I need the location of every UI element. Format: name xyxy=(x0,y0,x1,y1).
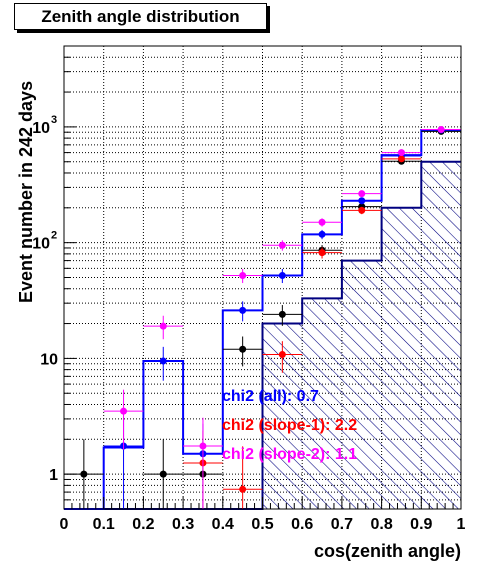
x-axis-title: cos(zenith angle) xyxy=(314,541,461,561)
y-tick-label: 10 xyxy=(32,236,50,253)
x-tick-label: 0.6 xyxy=(291,516,313,533)
histogram-outline xyxy=(64,129,461,510)
data-point xyxy=(397,149,405,157)
hatched-bin xyxy=(381,207,422,509)
data-point xyxy=(120,407,128,415)
chi2-annotation: chi2 (all): 0.7 xyxy=(222,388,319,405)
x-tick-label: 0.4 xyxy=(212,516,234,533)
hatched-bin xyxy=(341,260,382,509)
x-tick-label: 0.3 xyxy=(172,516,194,533)
x-tick-label: 0.1 xyxy=(93,516,115,533)
data-point xyxy=(397,155,405,163)
hatched-bin xyxy=(302,298,342,509)
data-point xyxy=(80,470,88,478)
data-point xyxy=(239,345,247,353)
chi2-annotation: chi2 (slope-2): 1.1 xyxy=(222,446,357,463)
hatched-bin xyxy=(421,161,461,509)
data-point xyxy=(358,197,366,205)
x-tick-label: 0.5 xyxy=(251,516,273,533)
chi2-annotation: chi2 (slope-1): 2.2 xyxy=(222,417,357,434)
data-point xyxy=(159,322,167,330)
data-point xyxy=(278,272,286,280)
y-tick-label: 1 xyxy=(49,467,58,484)
data-point xyxy=(437,125,445,133)
data-point xyxy=(199,442,207,450)
y-tick-label: 10 xyxy=(40,351,58,368)
data-point xyxy=(159,470,167,478)
y-tick-exponent: 2 xyxy=(51,230,57,242)
x-tick-label: 0.9 xyxy=(410,516,432,533)
data-point xyxy=(278,241,286,249)
data-point xyxy=(358,206,366,214)
x-tick-label: 0.8 xyxy=(370,516,392,533)
data-point xyxy=(159,357,167,365)
data-point xyxy=(239,272,247,280)
y-tick-exponent: 3 xyxy=(51,114,57,126)
data-point xyxy=(278,351,286,359)
y-axis-title: Event number in 242 days xyxy=(16,81,36,303)
y-tick-label: 10 xyxy=(32,120,50,137)
data-point xyxy=(278,310,286,318)
data-point xyxy=(318,230,326,238)
x-tick-label: 0 xyxy=(60,516,69,533)
data-point xyxy=(318,218,326,226)
data-point xyxy=(318,249,326,257)
x-tick-label: 0.7 xyxy=(331,516,353,533)
data-point xyxy=(239,485,247,493)
x-tick-label: 1 xyxy=(457,516,466,533)
chart-title: Zenith angle distribution xyxy=(14,3,267,30)
x-tick-label: 0.2 xyxy=(132,516,154,533)
data-point xyxy=(239,306,247,314)
data-point xyxy=(358,190,366,198)
